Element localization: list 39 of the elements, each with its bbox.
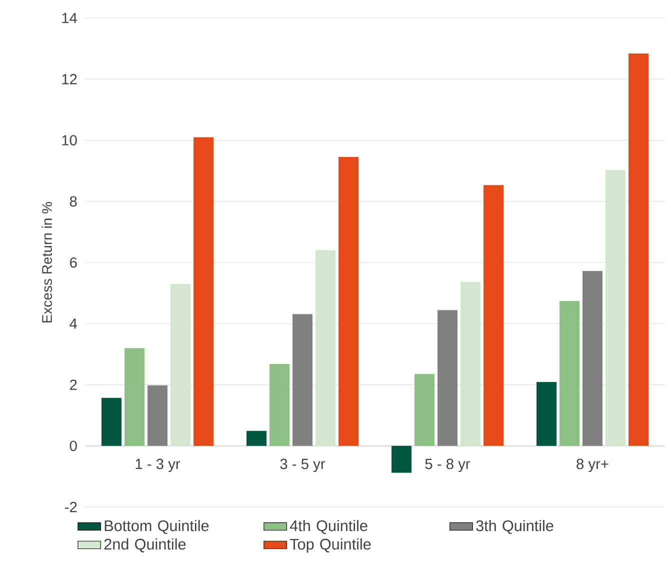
bar: [560, 301, 580, 446]
y-tick-label: 14: [62, 12, 77, 24]
x-tick-label: 5 - 8 yr: [425, 458, 470, 472]
y-tick-label: 10: [62, 135, 77, 146]
legend-label: Bottom Quintile: [104, 520, 209, 534]
bar: [536, 382, 556, 446]
y-tick-label: 4: [70, 318, 78, 329]
legend-label: Top Quintile: [290, 538, 371, 553]
bar: [148, 385, 168, 446]
bar: [102, 398, 122, 446]
y-tick-label: 12: [62, 74, 77, 84]
y-axis-title: Excess Return in %: [42, 202, 52, 322]
bar: [124, 348, 144, 446]
y-tick-label: 2: [70, 380, 77, 390]
bar: [338, 157, 358, 446]
y-tick-label: 8: [70, 196, 77, 207]
x-tick-label: 3 - 5 yr: [280, 458, 326, 472]
y-tick-label: 6: [70, 257, 77, 268]
bar: [194, 137, 214, 446]
bar: [414, 374, 435, 446]
bar: [170, 284, 191, 446]
bar: [484, 185, 504, 446]
bar: [438, 310, 458, 446]
x-tick-label: 8 yr+: [576, 458, 608, 472]
bar: [392, 446, 412, 473]
bar: [460, 282, 480, 446]
legend-label: 4th Quintile: [290, 520, 368, 534]
legend-label: 3th Quintile: [476, 520, 554, 534]
bar: [582, 271, 603, 446]
bar: [316, 250, 336, 446]
x-tick-label: 1 - 3 yr: [136, 458, 180, 472]
y-tick-label: 0: [70, 440, 77, 452]
bar: [292, 314, 312, 446]
bar: [246, 430, 266, 446]
bar: [628, 53, 649, 446]
bar: [606, 170, 626, 446]
legend-label: 2nd Quintile: [104, 538, 186, 552]
bar: [270, 364, 290, 446]
y-tick-label: -2: [65, 502, 77, 512]
